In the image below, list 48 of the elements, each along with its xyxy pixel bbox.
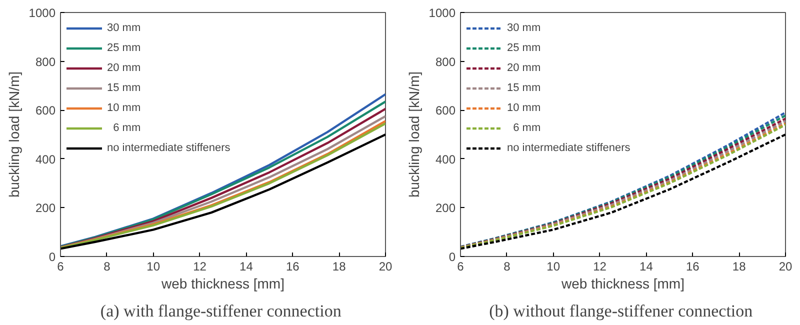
x-tick-label: 12: [193, 260, 207, 274]
x-tick-label: 10: [546, 260, 560, 274]
x-tick-label: 16: [286, 260, 300, 274]
x-tick-label: 20: [378, 260, 392, 274]
y-axis-title: buckling load [kN/m]: [6, 71, 22, 198]
y-tick-label: 600: [435, 104, 456, 118]
legend-label: 15 mm: [507, 82, 541, 94]
legend-label: 15 mm: [107, 82, 141, 94]
y-tick-label: 0: [448, 250, 456, 264]
y-tick-label: 200: [35, 201, 56, 216]
x-tick-label: 20: [778, 260, 792, 274]
x-tick-label: 6: [457, 260, 464, 274]
y-tick-label: 0: [48, 250, 56, 264]
legend-label: no intermediate stiffeners: [107, 142, 230, 154]
x-tick-label: 8: [504, 260, 511, 274]
y-tick-label: 800: [35, 54, 56, 69]
y-tick-label: 1000: [428, 6, 456, 20]
x-tick-label: 18: [732, 260, 746, 274]
x-tick-label: 6: [57, 260, 64, 274]
legend-label: 25 mm: [107, 42, 141, 54]
y-tick-label: 600: [35, 104, 56, 118]
y-tick-label: 400: [435, 152, 456, 166]
x-tick-label: 14: [640, 260, 654, 274]
legend-label: 10 mm: [107, 102, 141, 114]
x-tick-label: 12: [593, 260, 607, 274]
x-tick-label: 18: [332, 260, 346, 274]
x-tick-label: 8: [104, 260, 111, 274]
y-tick-label: 200: [435, 201, 456, 216]
legend-label: 25 mm: [507, 42, 541, 54]
legend-label: 6 mm: [512, 122, 541, 134]
x-tick-label: 14: [240, 260, 254, 274]
x-axis-title: web thickness [mm]: [560, 276, 684, 292]
y-tick-label: 400: [35, 152, 56, 166]
y-tick-label: 1000: [28, 6, 56, 20]
legend-label: 6 mm: [112, 122, 141, 134]
text: (b) without flange-stiffener connection: [489, 302, 754, 320]
text: (a) with flange-stiffener connection: [100, 302, 342, 320]
x-tick-label: 10: [146, 260, 160, 274]
legend-label: 20 mm: [107, 62, 141, 74]
y-tick-label: 800: [435, 54, 456, 69]
legend-label: 10 mm: [507, 102, 541, 114]
legend-label: no intermediate stiffeners: [507, 142, 630, 154]
legend-label: 30 mm: [107, 22, 141, 34]
x-tick-label: 16: [686, 260, 700, 274]
legend-label: 20 mm: [507, 62, 541, 74]
y-axis-title: buckling load [kN/m]: [406, 71, 422, 198]
legend-label: 30 mm: [507, 22, 541, 34]
x-axis-title: web thickness [mm]: [160, 276, 284, 292]
